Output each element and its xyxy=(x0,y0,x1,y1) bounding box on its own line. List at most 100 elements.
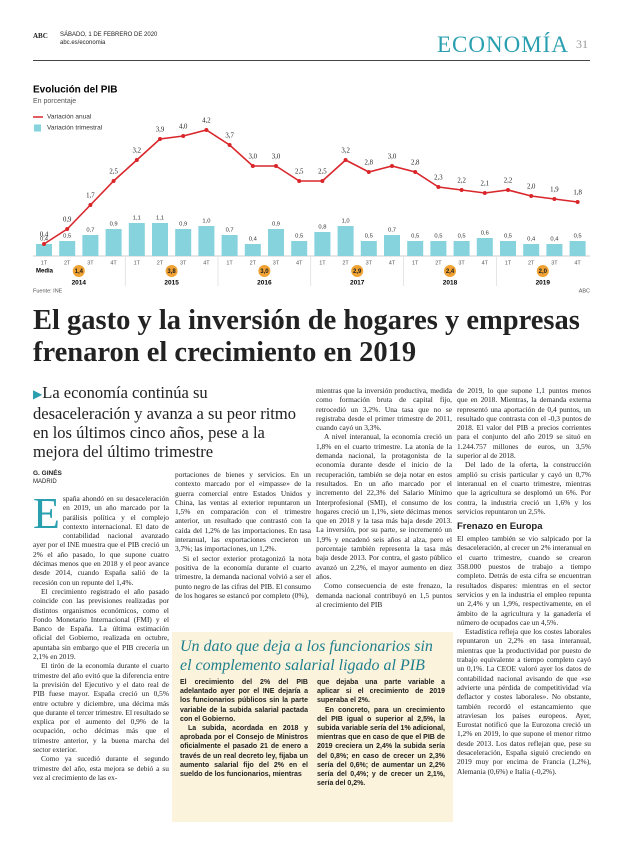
bar xyxy=(291,241,308,256)
line-value-label: 4,0 xyxy=(179,124,188,131)
brand: ABC xyxy=(33,32,48,40)
line-point xyxy=(134,158,139,162)
bar-value-label: 0,7 xyxy=(226,228,234,234)
subheading: Frenazo en Europa xyxy=(457,521,543,533)
bar-value-label: 0,9 xyxy=(272,222,280,228)
bar xyxy=(221,235,238,256)
x-tick-label: 4T xyxy=(110,260,117,266)
line-value-label: 3,7 xyxy=(225,133,234,140)
x-tick-label: 3T xyxy=(551,260,558,266)
location: MADRID xyxy=(33,479,57,485)
bar xyxy=(476,238,493,256)
paragraph: El crecimiento registrado el año pasado … xyxy=(33,586,169,662)
x-tick-label: 4T xyxy=(296,260,303,266)
chart-title: Evolución del PIB xyxy=(33,85,117,96)
bar xyxy=(175,229,192,256)
x-tick-label: 2T xyxy=(435,260,442,266)
bar-value-label: 1,0 xyxy=(342,219,350,225)
bar xyxy=(59,241,76,256)
chart-subtitle: En porcentaje xyxy=(33,98,76,105)
x-tick-label: 4T xyxy=(203,260,210,266)
bar-value-label: 1,1 xyxy=(133,216,141,222)
line-value-label: 2,1 xyxy=(481,181,490,188)
line-point xyxy=(459,188,464,192)
x-tick-label: 3T xyxy=(180,260,187,266)
line-value-label: 2,8 xyxy=(365,160,374,167)
bar xyxy=(268,229,284,256)
bar xyxy=(546,244,563,256)
bar-value-label: 0,8 xyxy=(318,225,326,231)
line-point xyxy=(575,200,580,204)
line-point xyxy=(274,164,278,168)
year-label: 2018 xyxy=(443,280,458,287)
deck-text: La economía continúa su desaceleración y… xyxy=(33,383,296,461)
bar-value-label: 0,4 xyxy=(550,237,559,243)
average-badge xyxy=(536,265,549,277)
section: ECONOMÍA xyxy=(437,32,569,57)
paragraph: El empleo también se vio salpicado por l… xyxy=(457,534,591,627)
average-badge xyxy=(351,265,364,277)
bar-value-label: 0,7 xyxy=(388,228,396,234)
line-point xyxy=(482,191,487,195)
bar xyxy=(105,229,122,256)
bar-value-label: 0,4 xyxy=(527,237,536,243)
line-value-label: 3,2 xyxy=(341,148,350,155)
average-label: 2,9 xyxy=(353,269,362,275)
line-point xyxy=(320,179,325,183)
legend-label: Variación trimestral xyxy=(47,125,103,132)
author: G. GINÉS xyxy=(33,470,62,477)
legend-label: Variación anual xyxy=(47,114,92,121)
box-title: Un dato que deja a los funcionarios sin … xyxy=(180,638,433,674)
average-label: 1,4 xyxy=(75,269,84,275)
bar-value-label: 0,5 xyxy=(434,234,442,240)
bar-value-label: 0,5 xyxy=(295,234,303,240)
bar-value-label: 0,5 xyxy=(458,234,466,240)
x-tick-label: 1T xyxy=(41,260,48,266)
bar-value-label: 0,5 xyxy=(574,234,582,240)
legend-swatch xyxy=(34,124,41,132)
deck: ▶La economía continúa su desaceleración … xyxy=(33,383,308,461)
column: que dejaba una parte variable a aplicar … xyxy=(317,678,445,818)
paragraph: Del lado de la oferta, la construcción a… xyxy=(457,460,591,516)
drop-cap: E xyxy=(33,494,60,538)
line-value-label: 1,7 xyxy=(86,193,95,200)
bar-value-label: 1,0 xyxy=(202,219,210,225)
x-tick-label: 4T xyxy=(389,260,396,266)
x-tick-label: 2T xyxy=(528,260,535,266)
chart: Evolución del PIB En porcentaje Fuente: … xyxy=(33,85,590,294)
average-badge xyxy=(72,265,85,277)
column: mientras que la inversión productiva, me… xyxy=(316,386,452,628)
line-point xyxy=(297,179,302,183)
paragraph: El tirón de la economía durante el cuart… xyxy=(33,661,169,755)
bullet: ▶ xyxy=(33,387,43,401)
bar xyxy=(36,244,52,256)
line-value-label: 3,0 xyxy=(388,154,397,161)
credit: ABC xyxy=(579,288,590,294)
paragraph: A nivel interanual, la economía creció u… xyxy=(316,432,452,581)
line-point xyxy=(529,194,534,198)
source: Fuente: INE xyxy=(33,288,63,294)
year-label: 2019 xyxy=(536,280,551,287)
average-label: Media xyxy=(36,269,54,275)
bar xyxy=(314,232,331,256)
line-point xyxy=(227,143,232,147)
average-label: 3,0 xyxy=(260,269,269,275)
bar xyxy=(244,244,261,256)
line-point xyxy=(181,134,186,138)
paragraph: de 2019, lo que supone 1,1 puntos menos … xyxy=(457,386,591,461)
rule xyxy=(33,60,590,61)
x-tick-label: 1T xyxy=(505,260,512,266)
bar xyxy=(360,241,377,256)
bar-value-label: 0,6 xyxy=(481,231,489,237)
average-badge xyxy=(444,265,456,277)
bar xyxy=(500,241,516,256)
line-value-label: 2,8 xyxy=(411,160,420,167)
bar-value-label: 0,5 xyxy=(411,234,419,240)
paragraph: Si el sector exterior protagonizó la not… xyxy=(175,553,311,600)
line-point xyxy=(413,170,418,174)
bar xyxy=(337,226,354,256)
x-tick-label: 3T xyxy=(366,260,373,266)
x-tick-label: 4T xyxy=(482,260,489,266)
line xyxy=(43,129,578,245)
line-value-label: 2,0 xyxy=(527,184,536,191)
